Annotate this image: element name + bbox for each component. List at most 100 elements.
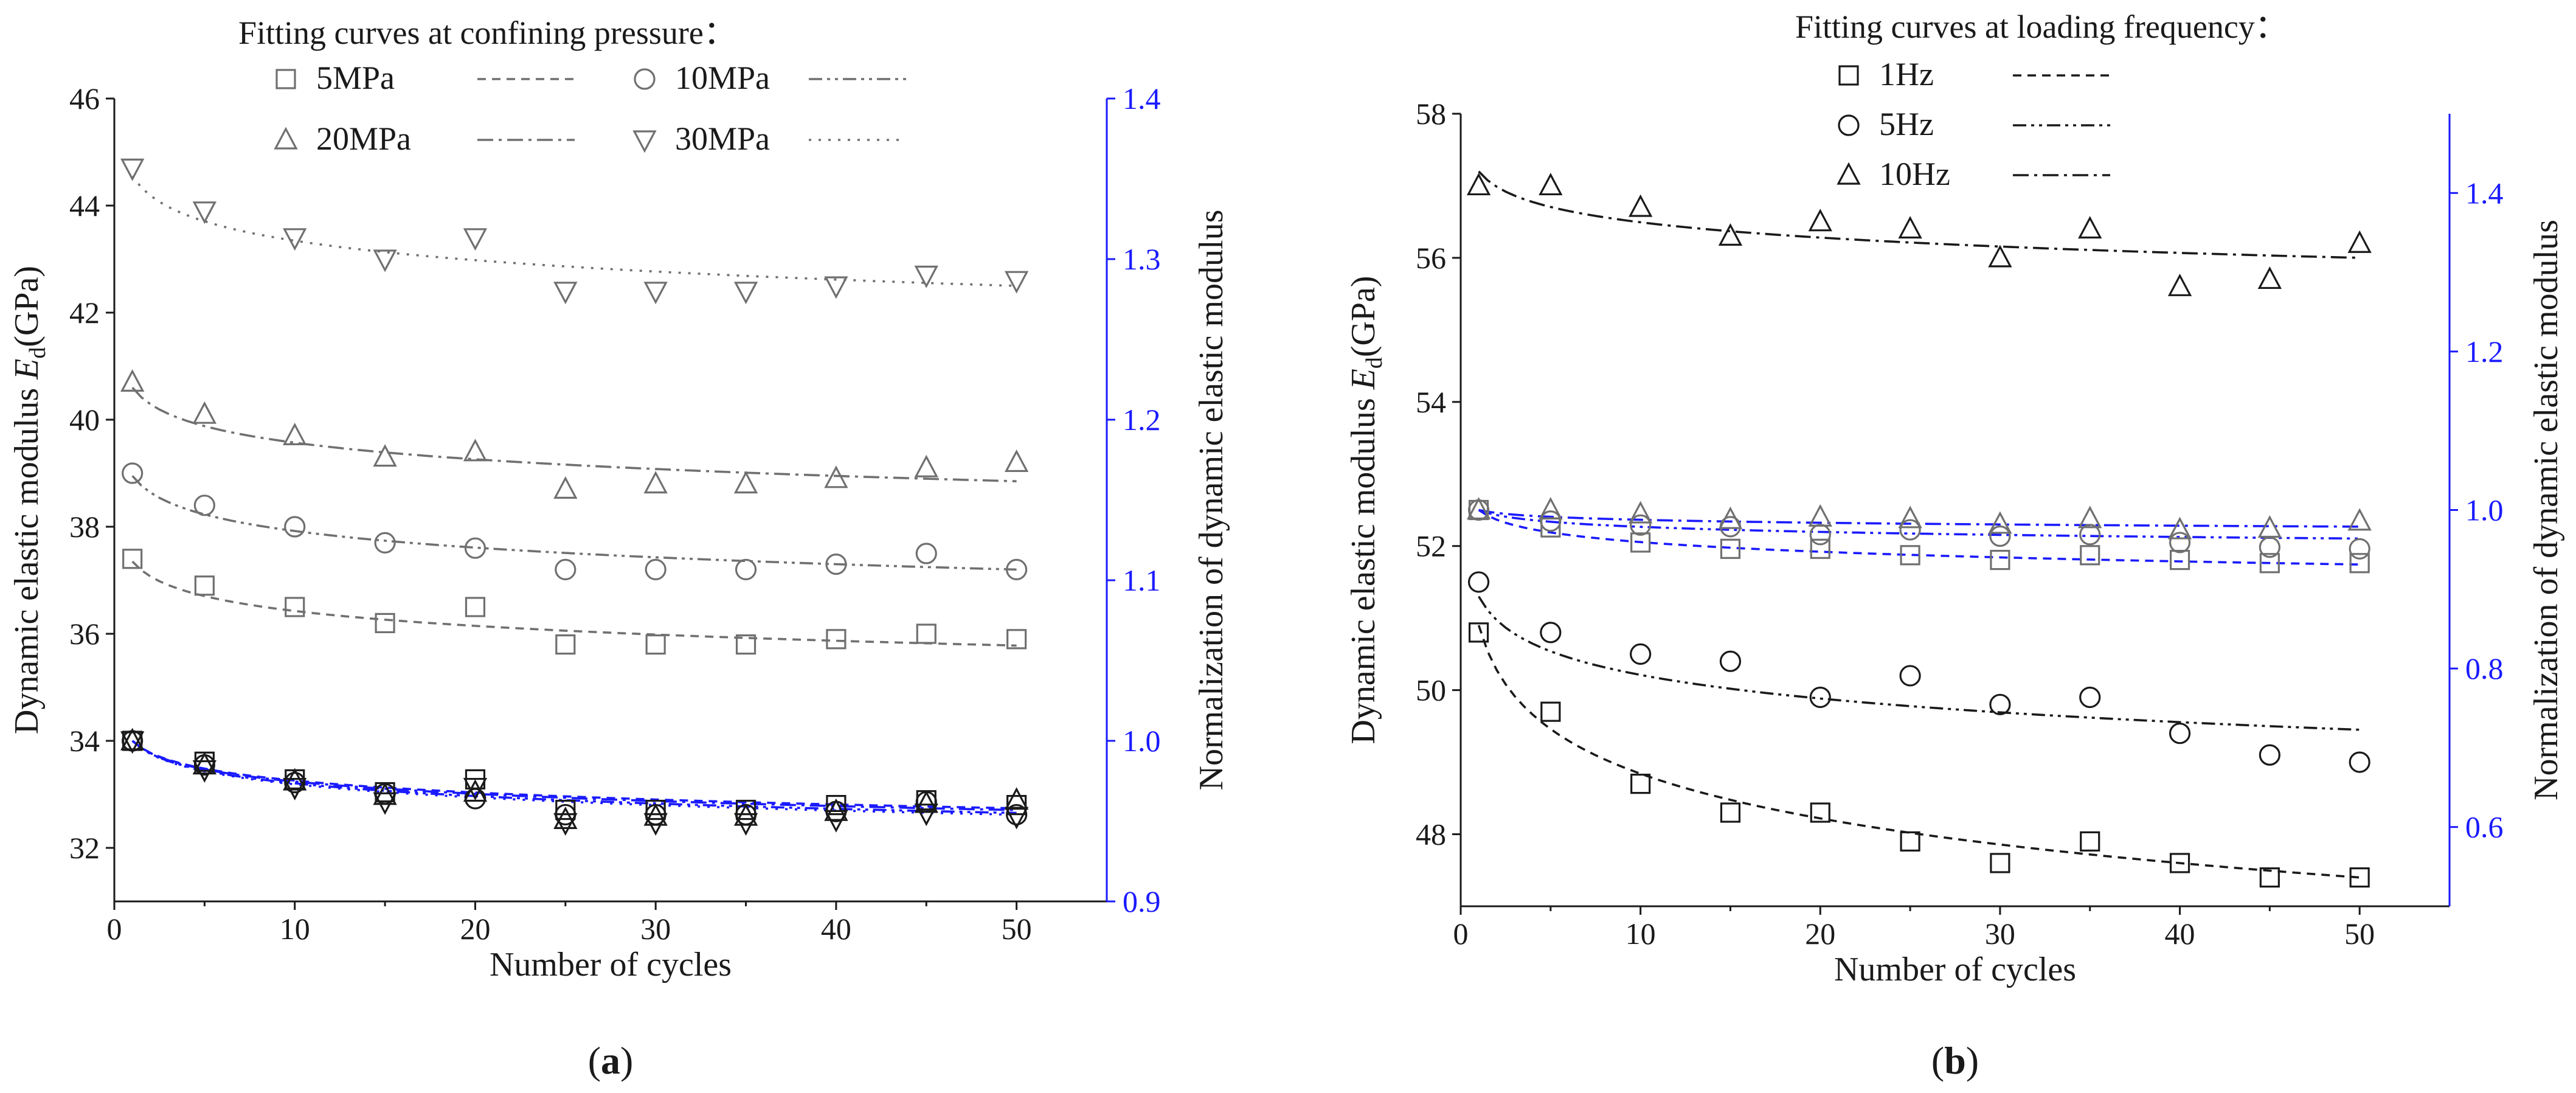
x-axis-label: Number of cycles [490, 946, 732, 984]
fit-curve-20MPa [131, 386, 1017, 482]
data-point-10Hz [1539, 173, 1563, 196]
y2-axis-label: Normalization of dynamic elastic modulus [2527, 220, 2565, 800]
data-point-10MPa [193, 494, 215, 516]
normalized-point-20MPa [553, 806, 578, 829]
normalized-point-5MPa [826, 794, 847, 816]
data-point-5MPa [826, 629, 847, 650]
data-point-30MPa [1004, 271, 1029, 294]
normalized-point-1Hz [1810, 538, 1830, 559]
normalized-point-30MPa [463, 777, 488, 800]
normalized-point-30MPa [283, 777, 307, 800]
fit-curve-5Hz [1478, 595, 2360, 731]
x-axis-label: Number of cycles [1834, 951, 2076, 988]
data-point-5Hz [1540, 622, 1562, 644]
y2-tick-label: 1.2 [2465, 335, 2504, 369]
normalized-point-1Hz [1900, 545, 1920, 566]
data-point-30MPa [643, 282, 668, 305]
normalized-point-10Hz [2078, 505, 2102, 529]
data-point-1Hz [2080, 831, 2100, 852]
data-point-1Hz [1900, 831, 1920, 852]
data-point-10Hz [2078, 216, 2102, 239]
normalized-point-30MPa [1004, 807, 1029, 830]
normalized-point-30MPa [373, 792, 397, 815]
y-tick-label: 50 [1416, 673, 1446, 707]
data-point-20MPa [643, 471, 668, 494]
normalized-point-10Hz [2347, 508, 2372, 531]
legend-label-5Hz: 5Hz [1879, 106, 1934, 142]
normalized-point-5Hz [2349, 538, 2370, 560]
y-tick-label: 32 [69, 831, 100, 865]
normalized-point-5Hz [2079, 524, 2101, 546]
x-tick-label: 50 [1002, 912, 1032, 946]
normalized-point-20MPa [192, 752, 217, 775]
normalized-point-5Hz [1899, 519, 1921, 541]
data-point-1Hz [2259, 867, 2280, 888]
y-axis-label-subscript: d [1362, 357, 1387, 369]
data-point-1Hz [2349, 867, 2370, 888]
normalized-point-30MPa [553, 813, 578, 836]
y-tick-label: 34 [69, 724, 100, 758]
data-point-30MPa [914, 265, 938, 288]
data-point-1Hz [1990, 853, 2010, 873]
data-point-5MPa [194, 575, 215, 596]
legend-marker-10Hz [1837, 162, 1861, 185]
data-point-20MPa [373, 444, 397, 467]
data-point-10MPa [464, 537, 486, 559]
normalized-point-5Hz [2169, 532, 2191, 553]
data-point-10Hz [1628, 194, 1653, 217]
data-point-5Hz [1989, 693, 2011, 715]
normalized-point-10MPa [284, 772, 306, 794]
data-point-10Hz [1466, 173, 1491, 196]
panel-a: 0 10 20 30 40 50 32 34 36 38 40 42 44 46 0.9 1.0 1.1 1.2 1… [8, 15, 1230, 1082]
y2-tick-label: 1.3 [1123, 242, 1161, 276]
x-tick-label: 20 [460, 912, 490, 946]
normalized-point-30MPa [733, 813, 758, 836]
x-tick-label: 10 [1626, 917, 1656, 951]
legend-label-30MPa: 30MPa [675, 120, 770, 157]
normalized-point-1Hz [1630, 532, 1651, 553]
y2-tick-label: 1.0 [1123, 724, 1161, 758]
data-point-5Hz [1809, 686, 1831, 709]
data-point-20MPa [824, 465, 848, 488]
data-point-5MPa [645, 634, 666, 655]
normalized-point-1Hz [2169, 549, 2190, 571]
data-point-10Hz [1898, 216, 1922, 239]
panel-label-paren: ) [1966, 1039, 1979, 1082]
data-point-30MPa [120, 158, 145, 181]
data-point-20MPa [463, 439, 488, 462]
y-axis-label: Dynamic elastic modulus Ed(GPa) [1345, 276, 1387, 744]
normalized-point-20MPa [1004, 787, 1029, 810]
data-point-5MPa [1006, 629, 1027, 650]
normalized-point-1Hz [2349, 553, 2370, 574]
data-point-5Hz [2349, 751, 2370, 773]
legend-label-10MPa: 10MPa [675, 60, 770, 96]
fit-curve-30MPa [131, 175, 1017, 287]
y-tick-label: 46 [69, 82, 100, 116]
normalized-point-10Hz [1898, 505, 1922, 529]
normalized-point-1Hz [1990, 549, 2010, 571]
normalized-fit-curve-5Hz [1478, 508, 2360, 540]
data-point-1Hz [1630, 774, 1651, 794]
legend-label-5MPa: 5MPa [316, 60, 395, 96]
y2-axis-label: Normalization of dynamic elastic modulus [1193, 210, 1230, 791]
data-point-5MPa [465, 597, 486, 617]
legend-label-1Hz: 1Hz [1879, 56, 1934, 92]
normalized-point-20MPa [120, 727, 145, 751]
x-tick-label: 20 [1805, 917, 1835, 951]
data-point-10Hz [2257, 266, 2282, 290]
data-point-10Hz [1808, 209, 1832, 232]
y-tick-label: 56 [1416, 241, 1446, 275]
normalized-point-10Hz [1539, 497, 1563, 520]
data-point-5Hz [1719, 650, 1742, 672]
x-tick-label: 40 [2165, 917, 2195, 951]
data-point-5Hz [2079, 686, 2101, 709]
data-point-10Hz [1718, 223, 1743, 246]
panel-label: (a) [588, 1039, 634, 1082]
data-point-5Hz [1899, 665, 1921, 687]
y-tick-label: 52 [1416, 529, 1446, 563]
legend-title: Fitting curves at loading frequency： [1795, 9, 2288, 45]
x-tick-label: 0 [1453, 917, 1469, 951]
data-point-5MPa [122, 549, 143, 569]
y-tick-label: 40 [69, 403, 100, 437]
data-point-10MPa [825, 553, 847, 575]
